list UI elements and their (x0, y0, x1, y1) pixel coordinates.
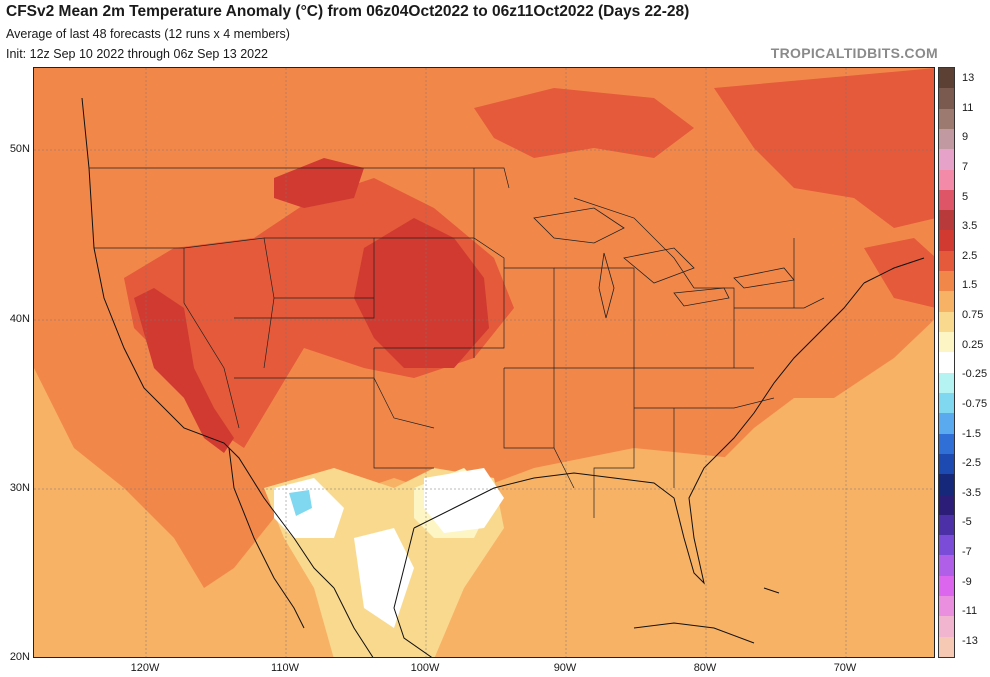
colorbar-label: 2.5 (962, 249, 978, 262)
lon-label-120w: 120W (130, 662, 160, 674)
colorbar-swatch (939, 413, 954, 435)
colorbar-swatch (939, 128, 954, 150)
colorbar-swatch (939, 291, 954, 313)
field-3-5-plains (354, 218, 489, 368)
colorbar-swatch (939, 169, 954, 191)
lon-label-70w: 70W (833, 662, 857, 674)
colorbar-swatch (939, 230, 954, 252)
colorbar-label: -11 (962, 605, 978, 618)
colorbar-swatch (939, 352, 954, 374)
colorbar-label: 11 (962, 101, 974, 114)
colorbar-swatch (939, 189, 954, 211)
lat-label-20n: 20N (9, 651, 30, 663)
colorbar-label: -5 (962, 516, 972, 529)
field-white-central-mexico (354, 528, 414, 628)
colorbar-swatch (939, 311, 954, 333)
colorbar-swatch (939, 555, 954, 577)
field-gulf-lighter (454, 448, 794, 588)
colorbar-swatch (939, 108, 954, 130)
lon-label-90w: 90W (553, 662, 577, 674)
colorbar-swatch (939, 535, 954, 556)
colorbar-label: -0.75 (962, 397, 988, 410)
lat-label-50n: 50N (9, 143, 30, 155)
field-2-5-maritimes (864, 238, 934, 308)
state-borders (89, 167, 825, 518)
colorbar-label: 13 (962, 72, 975, 84)
colorbar-swatch (939, 494, 954, 516)
great-lakes (533, 207, 795, 319)
colorbar-swatch (939, 474, 954, 495)
colorbar-swatch (939, 332, 954, 353)
colorbar-swatch (939, 636, 954, 658)
colorbar-swatch (939, 575, 954, 597)
colorbar-label: -1.5 (962, 427, 981, 440)
colorbar-label: 9 (962, 131, 969, 144)
field-2-5-northeast (714, 68, 934, 228)
anomaly-map-svg (34, 68, 934, 657)
colorbar-label: 5 (962, 190, 969, 203)
field-3-5-wyoming (274, 158, 364, 208)
colorbar-label: 0.25 (962, 338, 984, 351)
colorbar-label: -0.25 (962, 368, 988, 381)
colorbar-swatch (939, 88, 954, 110)
field-white-texas (424, 468, 504, 533)
lat-label-40n: 40N (9, 313, 30, 325)
colorbar-label: 7 (962, 160, 969, 173)
colorbar-swatch (939, 210, 954, 231)
colorbar-label: -7 (962, 546, 972, 559)
colorbar-swatch (939, 596, 954, 617)
field-3-5-california (134, 288, 234, 453)
graticule (34, 68, 934, 657)
colorbar-swatch (939, 68, 954, 89)
colorbar-swatch (939, 149, 954, 171)
colorbar-label: -3.5 (962, 486, 981, 499)
colorbar (938, 67, 955, 658)
colorbar-label: 0.75 (962, 309, 984, 322)
colorbar-label: -13 (962, 635, 978, 647)
colorbar-swatch (939, 250, 954, 272)
colorbar-label: 3.5 (962, 220, 978, 233)
colorbar-swatch (939, 453, 954, 475)
init-times: Init: 12z Sep 10 2022 through 06z Sep 13… (6, 47, 269, 61)
lat-label-30n: 30N (9, 482, 30, 494)
colorbar-swatch (939, 392, 954, 414)
map-title: CFSv2 Mean 2m Temperature Anomaly (°C) f… (6, 3, 690, 20)
colorbar-swatch (939, 271, 954, 292)
colorbar-swatch (939, 514, 954, 536)
colorbar-swatch (939, 433, 954, 455)
colorbar-label: -2.5 (962, 457, 981, 470)
field-2-5-canada (474, 88, 694, 158)
map-subtitle: Average of last 48 forecasts (12 runs x … (6, 27, 290, 41)
lon-label-110w: 110W (271, 662, 299, 674)
lon-label-80w: 80W (693, 662, 717, 674)
site-credit: TROPICALTIDBITS.COM (770, 45, 938, 61)
colorbar-label: -9 (962, 575, 972, 588)
colorbar-label: 1.5 (962, 279, 978, 292)
colorbar-swatch (939, 616, 954, 638)
field-cool-spot (289, 490, 312, 516)
colorbar-swatch (939, 372, 954, 394)
lon-label-100w: 100W (410, 662, 440, 674)
anomaly-map (33, 67, 935, 658)
